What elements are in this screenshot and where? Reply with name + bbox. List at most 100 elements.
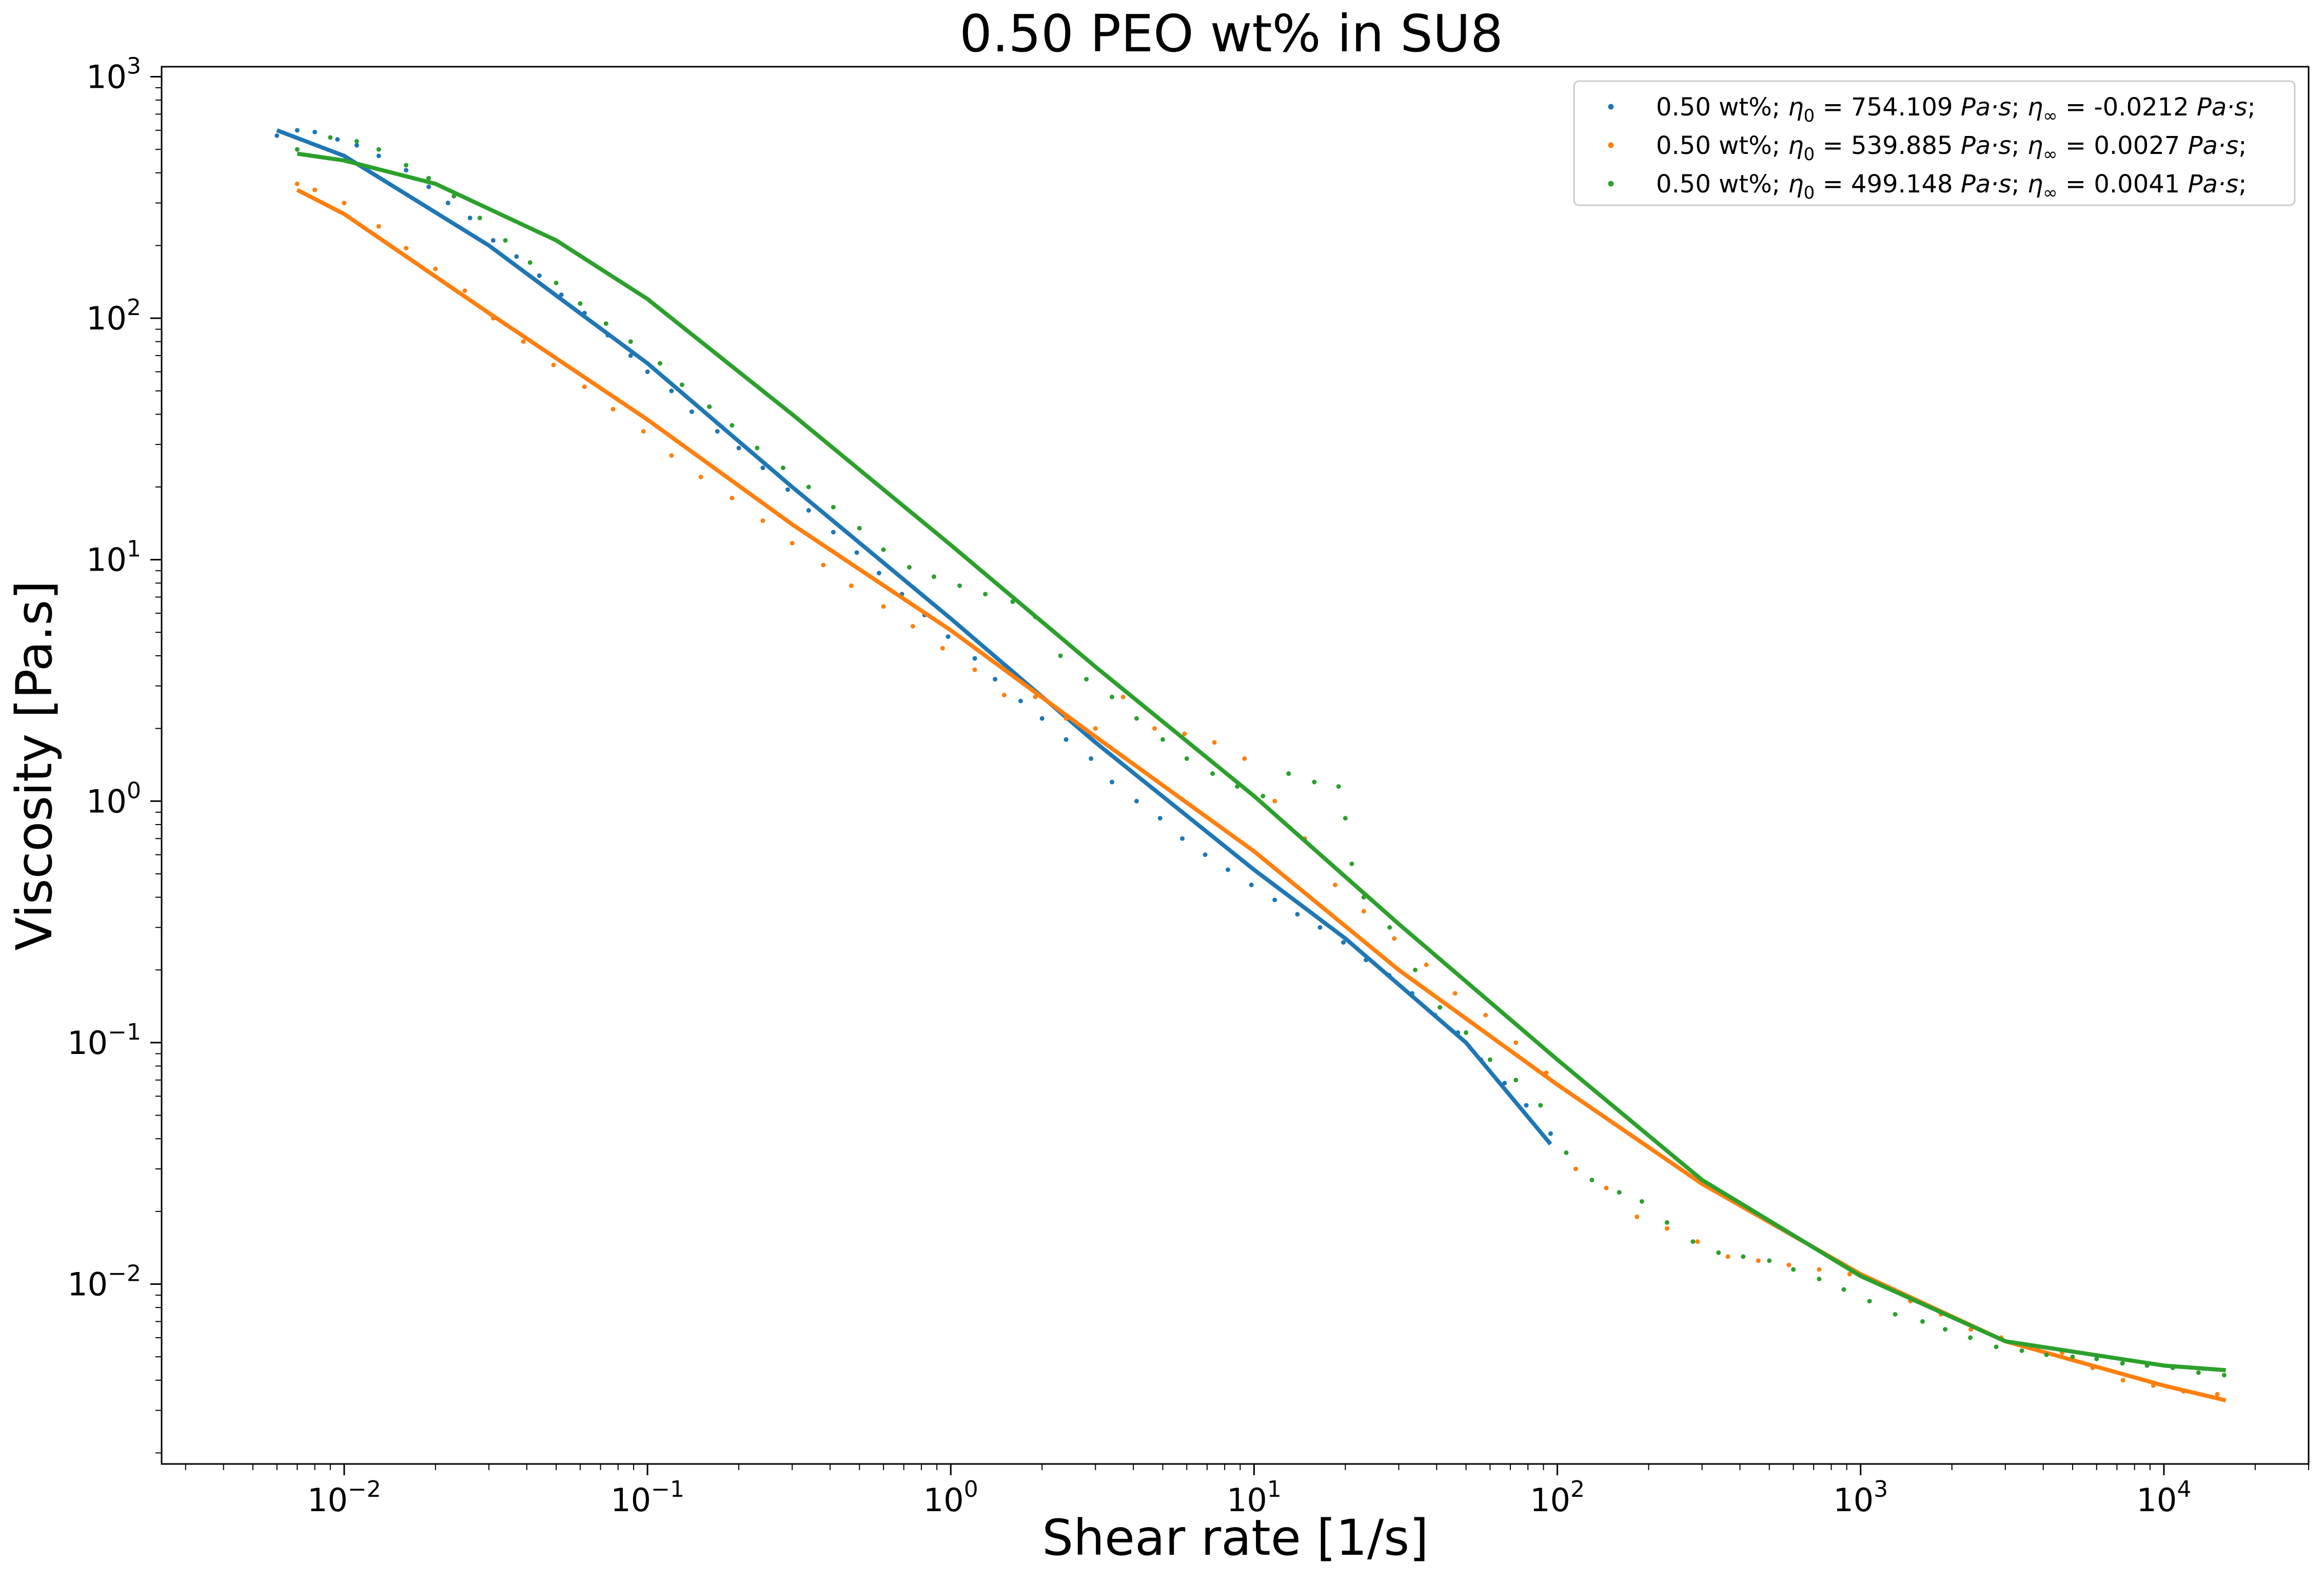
data-point <box>354 143 359 148</box>
data-point <box>312 187 318 192</box>
data-point <box>628 339 633 344</box>
data-point <box>760 518 765 523</box>
data-point <box>2221 1373 2227 1378</box>
data-point <box>1893 1312 1898 1317</box>
data-point <box>1634 1214 1640 1219</box>
legend-label: 0.50 wt%; η0 = 499.148 Pa·s; η∞ = 0.0041… <box>1656 170 2247 203</box>
data-point <box>957 583 962 588</box>
data-point <box>1392 936 1397 941</box>
data-point <box>1920 1319 1925 1324</box>
data-point <box>1242 756 1247 761</box>
legend-label: 0.50 wt%; η0 = 539.885 Pa·s; η∞ = 0.0027… <box>1656 131 2247 165</box>
data-point <box>1182 731 1187 736</box>
data-point <box>790 541 795 546</box>
data-point <box>1513 1078 1519 1083</box>
data-point <box>679 382 684 387</box>
data-point <box>1134 798 1139 804</box>
data-point <box>1120 694 1126 699</box>
data-point <box>1968 1335 1973 1340</box>
data-point <box>1089 756 1094 761</box>
data-point <box>354 139 359 144</box>
data-point <box>1690 1239 1696 1244</box>
data-point <box>1336 784 1341 789</box>
data-point <box>404 163 409 168</box>
data-point <box>1847 1272 1852 1277</box>
data-point <box>1332 883 1337 888</box>
data-point <box>1538 1103 1543 1108</box>
data-point <box>1160 737 1165 742</box>
data-point <box>527 260 533 265</box>
data-point <box>1180 836 1185 841</box>
data-point <box>641 429 646 434</box>
data-point <box>1716 1250 1721 1255</box>
data-point <box>1341 940 1346 945</box>
y-tick-label: 10−2 <box>67 1261 141 1303</box>
data-point <box>2044 1352 2049 1357</box>
data-point <box>785 487 790 492</box>
data-point <box>972 656 977 661</box>
data-point <box>2120 1361 2125 1366</box>
data-point <box>1413 967 1418 972</box>
data-point <box>910 623 915 629</box>
data-point <box>1452 991 1458 996</box>
chart-title: 0.50 PEO wt% in SU8 <box>959 4 1503 64</box>
data-point <box>1184 756 1189 761</box>
data-point <box>1109 694 1114 699</box>
data-point <box>698 475 703 480</box>
data-point <box>854 550 859 555</box>
plot-frame <box>161 66 2310 1465</box>
data-point <box>1589 1178 1594 1183</box>
data-point <box>1464 1030 1469 1035</box>
data-point <box>1524 1103 1529 1108</box>
data-point <box>404 168 409 173</box>
data-point <box>1312 779 1317 785</box>
data-point <box>376 147 381 152</box>
data-point <box>1343 816 1348 821</box>
data-point <box>1317 925 1323 930</box>
data-point <box>467 216 472 221</box>
data-point <box>1001 693 1007 698</box>
data-point <box>578 301 583 306</box>
x-tick-label: 103 <box>1833 1476 1888 1519</box>
data-point <box>1695 1239 1700 1244</box>
data-point <box>972 667 977 672</box>
data-point <box>274 133 280 138</box>
y-tick-label: 100 <box>86 777 141 820</box>
data-point <box>1424 962 1429 967</box>
legend-marker <box>1608 104 1614 110</box>
data-point <box>1084 677 1089 682</box>
data-point <box>477 216 482 221</box>
data-point <box>1573 1166 1578 1171</box>
y-tick-label: 10−1 <box>67 1019 141 1062</box>
data-point <box>603 321 608 326</box>
x-tick-label: 101 <box>1227 1476 1282 1519</box>
data-point <box>335 137 340 142</box>
data-point <box>537 273 542 278</box>
data-point <box>707 404 712 409</box>
data-point <box>881 604 886 609</box>
data-point <box>294 147 300 152</box>
y-tick-label: 101 <box>86 536 141 579</box>
data-point <box>2019 1348 2024 1353</box>
series-3 <box>294 135 2227 1378</box>
data-point <box>1063 737 1069 742</box>
data-point <box>1212 740 1217 745</box>
data-point <box>312 129 318 134</box>
data-point <box>1564 1150 1569 1155</box>
data-point <box>1639 1199 1644 1204</box>
data-point <box>857 525 862 531</box>
data-point <box>1272 798 1277 804</box>
data-point <box>2070 1354 2075 1359</box>
data-point <box>831 530 836 535</box>
data-point <box>342 201 347 206</box>
data-point <box>1134 716 1139 721</box>
data-point <box>849 583 854 588</box>
data-point <box>1786 1262 1791 1267</box>
data-point <box>1093 726 1098 731</box>
data-point <box>1437 1005 1443 1010</box>
data-point <box>294 181 300 186</box>
data-point <box>1841 1287 1846 1292</box>
data-point <box>881 547 886 552</box>
y-axis-title: Viscosity [Pa.s] <box>6 580 63 950</box>
